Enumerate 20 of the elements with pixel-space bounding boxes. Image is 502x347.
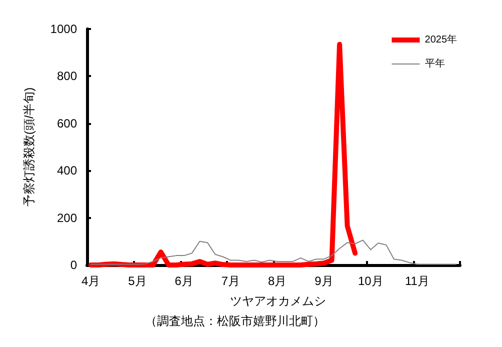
y-tick-label: 1000 xyxy=(50,22,78,36)
x-tick-label: 10月 xyxy=(358,274,384,288)
y-axis-title: 予察灯誘殺数(頭/半旬) xyxy=(22,87,36,207)
y-tick-label: 600 xyxy=(56,116,78,130)
x-tick-label: 9月 xyxy=(314,274,334,288)
y-tick-label: 200 xyxy=(56,210,78,225)
line-series xyxy=(90,240,457,265)
x-tick-label: 4月 xyxy=(82,274,100,288)
x-tick-label: 8月 xyxy=(268,274,287,288)
x-tick-label: 5月 xyxy=(128,274,147,288)
y-tick-label: 0 xyxy=(70,258,78,272)
x-axis-title: ツヤアオカメムシ xyxy=(230,294,326,308)
x-tick-label: 6月 xyxy=(174,274,194,288)
legend-label: 平年 xyxy=(424,58,445,70)
legend-label: 2025年 xyxy=(424,34,458,46)
x-tick-label: 7月 xyxy=(221,274,240,288)
x-tick-label: 11月 xyxy=(405,274,430,288)
y-tick-label: 800 xyxy=(56,69,78,84)
text: （調査地点：松阪市嬉野川北町） xyxy=(145,314,325,328)
y-tick-label: 400 xyxy=(56,164,78,178)
